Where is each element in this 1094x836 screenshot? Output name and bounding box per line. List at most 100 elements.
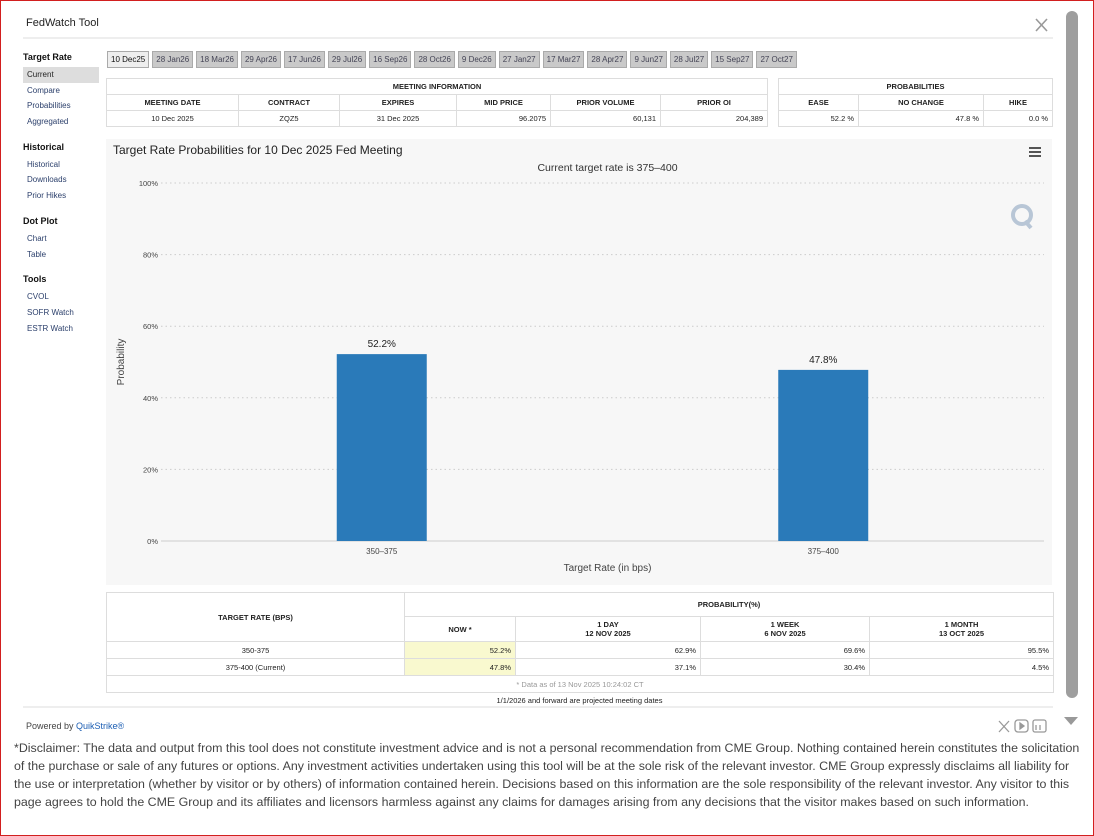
row-header: TARGET RATE (BPS) [106,592,405,642]
meeting-tabs: 10 Dec25 28 Jan26 18 Mar26 29 Apr26 17 Jun26… [107,51,797,68]
column-label: 1 WEEK [770,620,800,629]
sidebar-section-title: Target Rate [23,52,72,62]
meeting-tab[interactable]: 17 Jun26 [284,51,325,68]
column-header: CONTRACT [238,94,340,111]
meeting-tab[interactable]: 28 Apr27 [587,51,628,68]
title-row: PROBABILITIES [777,78,1054,95]
meeting-tab[interactable]: 10 Dec25 [107,51,150,68]
x-axis-label: Target Rate (in bps) [564,563,652,574]
cell: 69.6% [700,641,870,659]
y-tick-label: 20% [143,465,158,474]
meeting-info-table: MEETING INFORMATION MEETING DATE CONTRACT E… [105,78,769,127]
column-header: 1 WEEK 6 NOV 2025 [700,616,870,642]
cell: 96.2075 [456,110,551,127]
cell: 62.9% [515,641,701,659]
meeting-tab[interactable]: 27 Jan27 [498,51,540,68]
meeting-tab[interactable]: 17 Mar27 [542,51,585,68]
disclaimer: *Disclaimer: The data and output from th… [14,741,1080,809]
y-tick-label: 100% [139,179,159,188]
cell: 0.0 % [982,110,1054,127]
cell: 4.5% [869,658,1054,676]
note-row: * Data as of 13 Nov 2025 10:24:02 CT [106,675,1054,693]
cell: 52.2% [404,641,516,659]
meeting-tab[interactable]: 15 Sep27 [711,51,754,68]
meeting-tab[interactable]: 9 Dec26 [457,51,496,68]
sidebar-section-title: Tools [23,274,47,285]
sidebar-item[interactable]: Probabilities [27,101,71,111]
meeting-tab[interactable]: 18 Mar26 [196,51,238,68]
sidebar-item[interactable]: CVOL [27,292,49,302]
x-tick-label: 350–375 [366,547,398,556]
column-header: NOW * [404,616,516,642]
x-icon[interactable] [1035,18,1048,32]
page-title: FedWatch Tool [26,17,99,29]
scroll-down[interactable] [1064,717,1078,725]
social-icons[interactable] [998,719,1047,733]
meeting-tab[interactable]: 16 Sep26 [369,51,412,68]
meeting-tab[interactable]: 27 Oct27 [756,51,797,68]
column-header: PRIOR VOLUME [550,94,661,111]
sidebar-item[interactable]: Prior Hikes [27,191,67,201]
sidebar-item[interactable]: ESTR Watch [27,323,73,333]
column-header: 1 MONTH 13 OCT 2025 [869,616,1054,642]
cell: 37.1% [515,658,701,676]
chart-subtitle: Current target rate is 375–400 [537,162,677,174]
column-header: 1 DAY 12 NOV 2025 [515,616,701,642]
y-axis-label: Probability [116,339,127,386]
sidebar-item[interactable]: Downloads [27,175,67,185]
data-label: 52.2% [368,339,396,350]
column-label: 1 MONTH [944,620,979,629]
chart-menu[interactable] [1029,147,1041,157]
sidebar-item[interactable]: Current [23,67,99,83]
cell: 30.4% [700,658,870,676]
table-title: MEETING INFORMATION [105,78,769,95]
brand-link[interactable]: QuikStrike® [76,721,125,731]
chart-title: Target Rate Probabilities for 10 Dec 202… [113,143,403,157]
y-tick-label: 80% [143,251,158,260]
sidebar-section-title: Historical [23,141,65,152]
powered-by-text: Powered by [26,721,74,731]
sidebar-item[interactable]: Compare [27,85,60,95]
meeting-tab[interactable]: 28 Oct26 [414,51,455,68]
header-row: EASE NO CHANGE HIKE [778,94,1054,111]
y-tick-label: 0% [147,537,158,546]
y-tick-label: 40% [143,394,158,403]
sidebar-item[interactable]: Historical [27,159,60,169]
cell: 60,131 [550,110,661,127]
meeting-tab[interactable]: 29 Jul26 [327,51,367,68]
scrollbar[interactable] [1066,11,1078,698]
data-row: 350-375 52.2% 62.9% 69.6% 95.5% [106,641,1054,659]
cell: 10 Dec 2025 [106,110,239,127]
column-label: 1 DAY [597,620,619,629]
column-label: NOW * [448,624,472,634]
projection-note: 1/1/2026 and forward are projected meeti… [496,696,663,705]
meeting-tab[interactable]: 28 Jul27 [669,51,709,68]
bar [778,369,869,541]
column-header: MEETING DATE [106,94,239,111]
cell: ZQZ5 [238,110,340,127]
sidebar-item[interactable]: SOFR Watch [27,307,74,317]
data-label: 47.8% [809,355,837,366]
probabilities-table: PROBABILITIES EASE NO CHANGE HIKE 52.2 % 47.8… [777,78,1054,127]
sidebar: Target Rate Current Compare Probabilities Ag… [23,52,99,336]
data-row: 375-400 (Current) 47.8% 37.1% 30.4% 4.5% [106,658,1054,676]
data-note: * Data as of 13 Nov 2025 10:24:02 CT [106,675,1054,693]
probability-table: TARGET RATE (BPS) PROBABILITY(%) NOW * 1 DA… [106,592,1054,693]
sidebar-section-title: Dot Plot [23,215,58,226]
cell: 47.8% [404,658,516,676]
x-tick-label: 375–400 [808,547,840,556]
column-header: HIKE [982,94,1054,111]
meeting-tab[interactable]: 28 Jan26 [152,51,194,68]
sidebar-item[interactable]: Table [27,249,47,259]
cell: 47.8 % [858,110,984,127]
header-row: MEETING DATE CONTRACT EXPIRES MID PRICE PRIO… [106,94,769,111]
meeting-tab[interactable]: 29 Apr26 [240,51,281,68]
chart: Target Rate Probabilities for 10 Dec 202… [106,139,1052,585]
sidebar-item[interactable]: Aggregated [27,117,69,127]
column-header: MID PRICE [456,94,551,111]
meeting-tab[interactable]: 9 Jun27 [630,51,667,68]
column-header: EASE [778,94,859,111]
sidebar-item[interactable]: Chart [27,233,47,243]
title-row: MEETING INFORMATION [105,78,769,95]
